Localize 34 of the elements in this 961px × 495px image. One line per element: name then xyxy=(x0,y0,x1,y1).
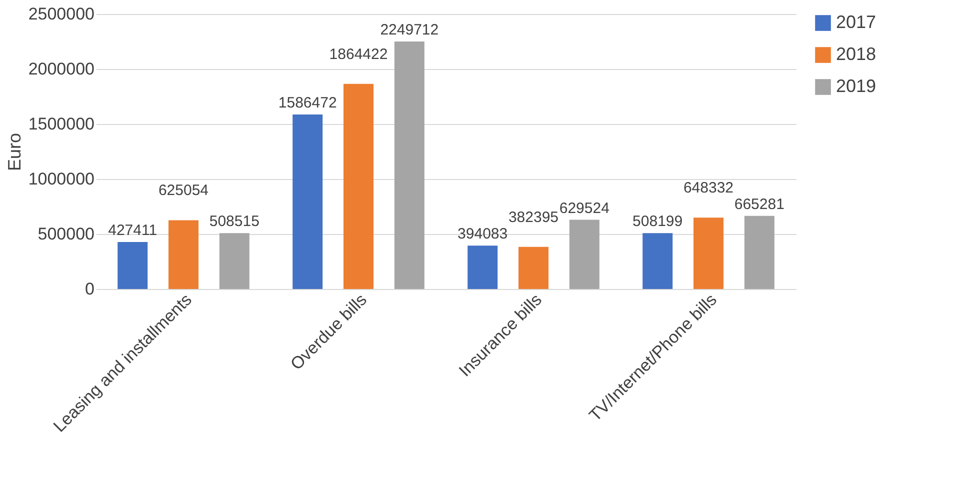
data-label: 382395 xyxy=(508,208,559,226)
bar xyxy=(694,218,724,289)
data-label: 1586472 xyxy=(278,94,337,112)
bar xyxy=(642,233,673,289)
bar xyxy=(168,220,198,289)
data-label: 648332 xyxy=(683,180,734,197)
data-label: 665281 xyxy=(734,196,784,213)
data-label: 2249712 xyxy=(380,22,439,39)
y-tick-label: 2000000 xyxy=(28,60,94,78)
data-label: 625054 xyxy=(158,182,209,200)
bar xyxy=(518,246,548,289)
data-label: 394083 xyxy=(458,226,508,243)
bar xyxy=(118,242,148,289)
legend-label: 2018 xyxy=(836,44,876,64)
y-axis-title: Euro xyxy=(4,132,24,172)
bar xyxy=(219,233,250,289)
legend-label: 2019 xyxy=(836,76,876,96)
y-tick-label: 2500000 xyxy=(28,4,94,24)
y-tick-label: 1000000 xyxy=(28,170,94,188)
data-label: 427411 xyxy=(108,222,158,239)
y-tick-label: 1500000 xyxy=(28,114,94,134)
data-label: 1864422 xyxy=(329,46,388,63)
bar xyxy=(744,216,774,289)
legend-label: 2017 xyxy=(836,12,876,32)
data-label: 508199 xyxy=(632,213,683,230)
data-label: 629524 xyxy=(559,200,610,217)
bar xyxy=(394,42,424,289)
y-tick-label: 0 xyxy=(85,280,94,298)
bar xyxy=(344,84,374,289)
bar xyxy=(468,246,498,289)
bar xyxy=(292,114,323,289)
data-label: 508515 xyxy=(209,213,260,230)
y-tick-label: 500000 xyxy=(38,224,94,244)
bar xyxy=(569,220,600,289)
